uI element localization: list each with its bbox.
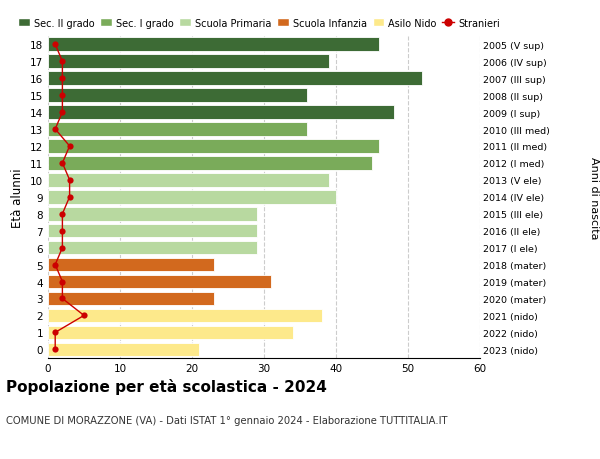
Bar: [48, 106, 394, 120]
Point: [58, 211, 67, 218]
Point: [50, 261, 60, 269]
Bar: [48, 174, 329, 187]
Bar: [48, 326, 293, 339]
Bar: [48, 72, 422, 86]
Bar: [48, 275, 271, 289]
Point: [58, 278, 67, 285]
Legend: Sec. II grado, Sec. I grado, Scuola Primaria, Scuola Infanzia, Asilo Nido, Stran: Sec. II grado, Sec. I grado, Scuola Prim…: [19, 19, 500, 28]
Point: [58, 75, 67, 83]
Bar: [48, 140, 379, 153]
Bar: [48, 56, 329, 69]
Bar: [48, 207, 257, 221]
Text: COMUNE DI MORAZZONE (VA) - Dati ISTAT 1° gennaio 2024 - Elaborazione TUTTITALIA.: COMUNE DI MORAZZONE (VA) - Dati ISTAT 1°…: [6, 415, 448, 425]
Bar: [48, 258, 214, 272]
Bar: [48, 123, 307, 136]
Point: [50, 126, 60, 134]
Point: [50, 346, 60, 353]
Point: [50, 41, 60, 49]
Point: [58, 92, 67, 100]
Y-axis label: Età alunni: Età alunni: [11, 168, 25, 227]
Point: [79, 312, 89, 319]
Bar: [48, 343, 199, 356]
Point: [58, 228, 67, 235]
Bar: [48, 224, 257, 238]
Point: [50, 329, 60, 336]
Point: [58, 295, 67, 302]
Point: [65, 143, 74, 150]
Text: Anni di nascita: Anni di nascita: [589, 156, 599, 239]
Point: [58, 109, 67, 117]
Bar: [48, 157, 372, 170]
Bar: [48, 89, 307, 103]
Point: [65, 177, 74, 184]
Text: Popolazione per età scolastica - 2024: Popolazione per età scolastica - 2024: [6, 379, 327, 395]
Bar: [48, 309, 322, 323]
Bar: [48, 190, 336, 204]
Point: [58, 245, 67, 252]
Bar: [48, 292, 214, 306]
Point: [65, 194, 74, 201]
Bar: [48, 241, 257, 255]
Bar: [48, 39, 379, 52]
Point: [58, 160, 67, 167]
Point: [58, 58, 67, 66]
